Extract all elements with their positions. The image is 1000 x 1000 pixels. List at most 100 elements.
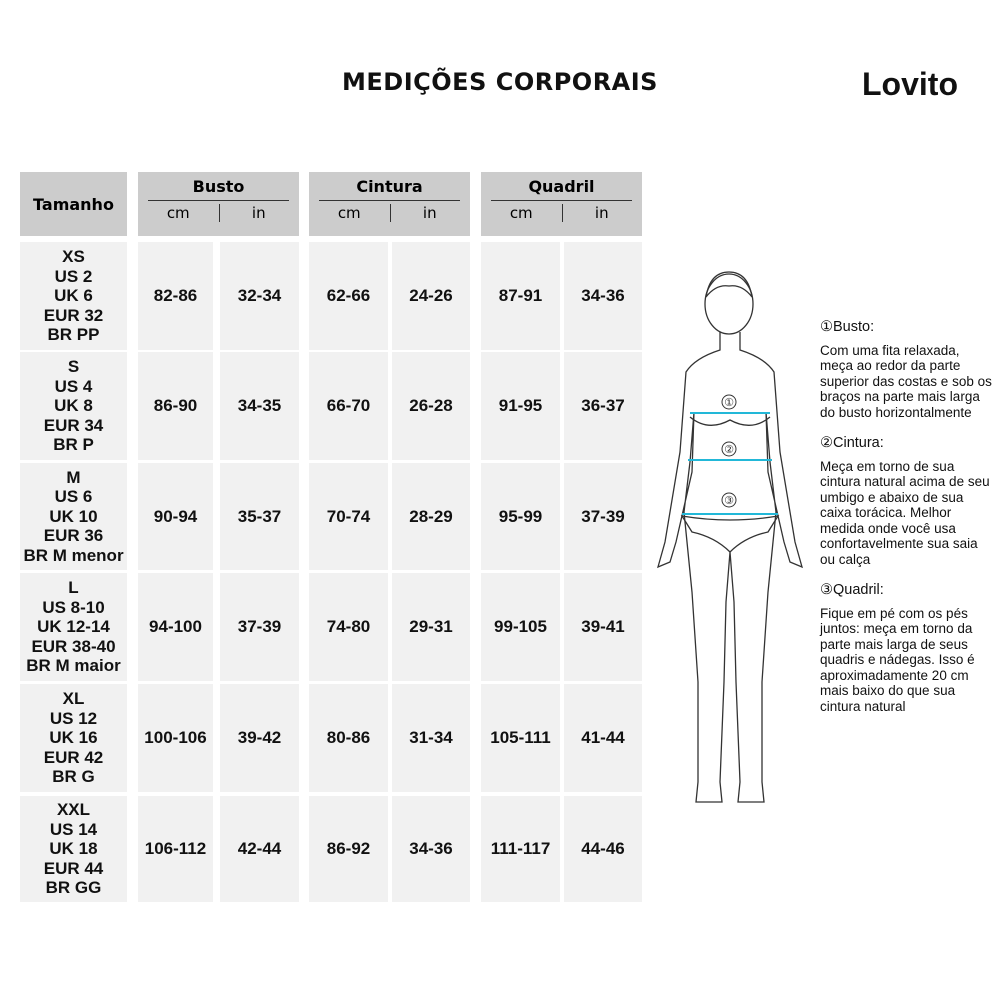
note-waist: ②Cintura: Meça em torno de sua cintura n… bbox=[820, 435, 992, 567]
size-label: BR M maior bbox=[26, 656, 121, 676]
group-header-cintura: Cintura cm in bbox=[309, 172, 470, 236]
body-figure: ① ② ③ bbox=[657, 271, 803, 803]
measurement-cell: 24-26 bbox=[392, 242, 470, 350]
size-label: EUR 44 bbox=[43, 858, 104, 878]
size-label: XL bbox=[62, 689, 85, 709]
size-cell: XXL US 14 UK 18 EUR 44 BR GG bbox=[20, 796, 127, 902]
measurement-cell: 94-100 bbox=[138, 573, 213, 681]
divider bbox=[561, 204, 563, 222]
size-label: BR P bbox=[53, 435, 94, 455]
note-text: Com uma fita relaxada, meça ao redor da … bbox=[820, 342, 992, 420]
measurement-cell: 39-42 bbox=[220, 684, 299, 792]
measurement-notes: ①Busto: Com uma fita relaxada, meça ao r… bbox=[820, 319, 992, 730]
note-bust: ①Busto: Com uma fita relaxada, meça ao r… bbox=[820, 319, 992, 420]
size-cell: S US 4 UK 8 EUR 34 BR P bbox=[20, 352, 127, 460]
measurement-cell: 34-35 bbox=[220, 352, 299, 460]
group-label: Busto bbox=[192, 177, 245, 196]
measurement-cell: 106-112 bbox=[138, 796, 213, 902]
size-cell: XS US 2 UK 6 EUR 32 BR PP bbox=[20, 242, 127, 350]
measurement-cell: 32-34 bbox=[220, 242, 299, 350]
size-label: UK 18 bbox=[49, 839, 98, 859]
measurement-cell: 87-91 bbox=[481, 242, 560, 350]
size-label: US 4 bbox=[54, 376, 93, 396]
measurement-cell: 26-28 bbox=[392, 352, 470, 460]
measurement-cell: 99-105 bbox=[481, 573, 560, 681]
measurement-cell: 37-39 bbox=[564, 463, 642, 570]
divider bbox=[148, 200, 289, 201]
head-outline bbox=[704, 273, 754, 335]
size-label: EUR 42 bbox=[43, 747, 104, 767]
divider bbox=[389, 204, 391, 222]
size-label: BR PP bbox=[47, 325, 100, 345]
underwear-outline bbox=[680, 515, 780, 553]
size-label: XS bbox=[62, 247, 85, 267]
measurement-cell: 86-92 bbox=[309, 796, 388, 902]
size-label: US 6 bbox=[54, 487, 93, 507]
size-label: EUR 36 bbox=[43, 526, 104, 546]
note-heading: ①Busto: bbox=[820, 319, 875, 335]
measurement-cell: 31-34 bbox=[392, 684, 470, 792]
measurement-cell: 91-95 bbox=[481, 352, 560, 460]
measurement-cell: 82-86 bbox=[138, 242, 213, 350]
measurement-cell: 86-90 bbox=[138, 352, 213, 460]
group-label: Cintura bbox=[356, 177, 423, 196]
size-cell: XL US 12 UK 16 EUR 42 BR G bbox=[20, 684, 127, 792]
measurement-cell: 90-94 bbox=[138, 463, 213, 570]
group-header-busto: Busto cm in bbox=[138, 172, 299, 236]
marker-2: ② bbox=[724, 443, 734, 456]
size-label: US 2 bbox=[54, 266, 93, 286]
measurement-cell: 34-36 bbox=[564, 242, 642, 350]
measurement-cell: 35-37 bbox=[220, 463, 299, 570]
size-label: UK 16 bbox=[49, 728, 98, 748]
marker-3: ③ bbox=[724, 494, 734, 507]
note-heading: ②Cintura: bbox=[820, 435, 884, 451]
size-label: UK 10 bbox=[49, 506, 98, 526]
size-label: EUR 34 bbox=[43, 415, 104, 435]
measurement-cell: 29-31 bbox=[392, 573, 470, 681]
size-label: BR GG bbox=[45, 878, 102, 898]
size-label: US 14 bbox=[49, 819, 98, 839]
size-label: EUR 38-40 bbox=[31, 636, 116, 656]
size-cell: L US 8-10 UK 12-14 EUR 38-40 BR M maior bbox=[20, 573, 127, 681]
divider bbox=[491, 200, 632, 201]
size-label: UK 6 bbox=[54, 286, 93, 306]
size-label: US 8-10 bbox=[42, 597, 105, 617]
unit-cm: cm bbox=[166, 204, 190, 222]
marker-1: ① bbox=[724, 396, 734, 409]
size-label: S bbox=[67, 357, 80, 377]
size-label: US 12 bbox=[49, 708, 98, 728]
measurement-cell: 111-117 bbox=[481, 796, 560, 902]
measurement-cell: 28-29 bbox=[392, 463, 470, 570]
divider bbox=[218, 204, 220, 222]
unit-in: in bbox=[594, 204, 609, 222]
measurement-cell: 37-39 bbox=[220, 573, 299, 681]
size-label: UK 8 bbox=[54, 396, 93, 416]
page-title: MEDIÇÕES CORPORAIS bbox=[342, 68, 658, 96]
note-text: Fique em pé com os pés juntos: meça em t… bbox=[820, 605, 975, 714]
measurement-cell: 44-46 bbox=[564, 796, 642, 902]
measurement-cell: 74-80 bbox=[309, 573, 388, 681]
unit-in: in bbox=[422, 204, 437, 222]
unit-cm: cm bbox=[509, 204, 533, 222]
size-header: Tamanho bbox=[20, 172, 127, 236]
measurement-cell: 36-37 bbox=[564, 352, 642, 460]
measurement-cell: 34-36 bbox=[392, 796, 470, 902]
note-hip: ③Quadril: Fique em pé com os pés juntos:… bbox=[820, 582, 992, 714]
measurement-cell: 62-66 bbox=[309, 242, 388, 350]
measurement-cell: 42-44 bbox=[220, 796, 299, 902]
size-label: UK 12-14 bbox=[37, 617, 110, 637]
size-label: L bbox=[68, 578, 79, 598]
size-label: XXL bbox=[56, 800, 91, 820]
size-label: EUR 32 bbox=[43, 305, 104, 325]
measurement-cell: 39-41 bbox=[564, 573, 642, 681]
note-text: Meça em torno de sua cintura natural aci… bbox=[820, 458, 990, 567]
divider bbox=[319, 200, 460, 201]
size-label: BR M menor bbox=[23, 545, 124, 565]
measurement-cell: 66-70 bbox=[309, 352, 388, 460]
bra-outline bbox=[689, 416, 771, 426]
group-label: Quadril bbox=[528, 177, 595, 196]
unit-in: in bbox=[251, 204, 266, 222]
measurement-cell: 105-111 bbox=[481, 684, 560, 792]
note-heading: ③Quadril: bbox=[820, 582, 884, 598]
